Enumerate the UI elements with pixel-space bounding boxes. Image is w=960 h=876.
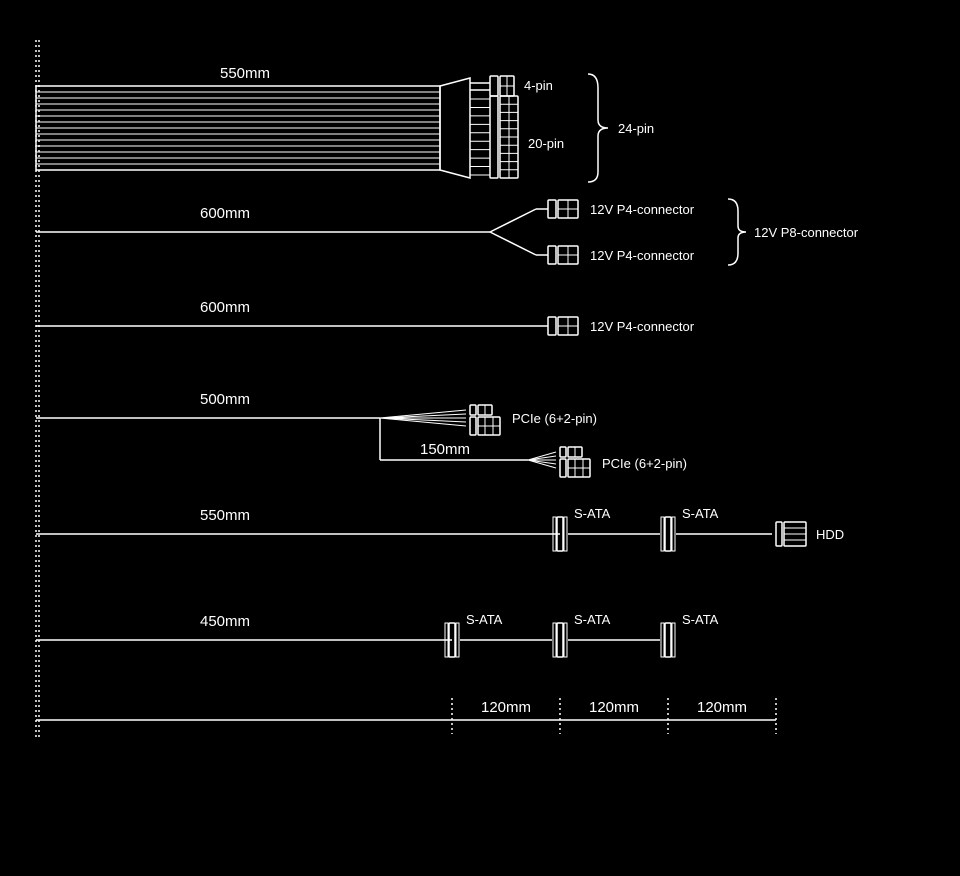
svg-text:12V P4-connector: 12V P4-connector xyxy=(590,319,695,334)
svg-text:24-pin: 24-pin xyxy=(618,121,654,136)
svg-text:150mm: 150mm xyxy=(420,441,470,458)
svg-text:12V P8-connector: 12V P8-connector xyxy=(754,225,859,240)
svg-text:550mm: 550mm xyxy=(220,65,270,82)
svg-text:450mm: 450mm xyxy=(200,613,250,630)
svg-text:HDD: HDD xyxy=(816,527,844,542)
svg-text:PCIe (6+2-pin): PCIe (6+2-pin) xyxy=(602,456,687,471)
svg-text:600mm: 600mm xyxy=(200,299,250,316)
svg-text:500mm: 500mm xyxy=(200,391,250,408)
svg-text:4-pin: 4-pin xyxy=(524,78,553,93)
svg-text:S-ATA: S-ATA xyxy=(574,612,611,627)
svg-text:20-pin: 20-pin xyxy=(528,136,564,151)
svg-text:12V P4-connector: 12V P4-connector xyxy=(590,202,695,217)
cable-diagram: 4-pin 20-pin 24-pin 550mm 12V P4-connector 12… xyxy=(0,0,960,876)
svg-text:S-ATA: S-ATA xyxy=(682,506,719,521)
svg-text:PCIe (6+2-pin): PCIe (6+2-pin) xyxy=(512,411,597,426)
svg-text:S-ATA: S-ATA xyxy=(466,612,503,627)
svg-text:S-ATA: S-ATA xyxy=(682,612,719,627)
svg-text:120mm: 120mm xyxy=(589,699,639,716)
svg-text:550mm: 550mm xyxy=(200,507,250,524)
svg-text:120mm: 120mm xyxy=(697,699,747,716)
svg-text:120mm: 120mm xyxy=(481,699,531,716)
svg-text:600mm: 600mm xyxy=(200,205,250,222)
svg-text:12V P4-connector: 12V P4-connector xyxy=(590,248,695,263)
svg-text:S-ATA: S-ATA xyxy=(574,506,611,521)
